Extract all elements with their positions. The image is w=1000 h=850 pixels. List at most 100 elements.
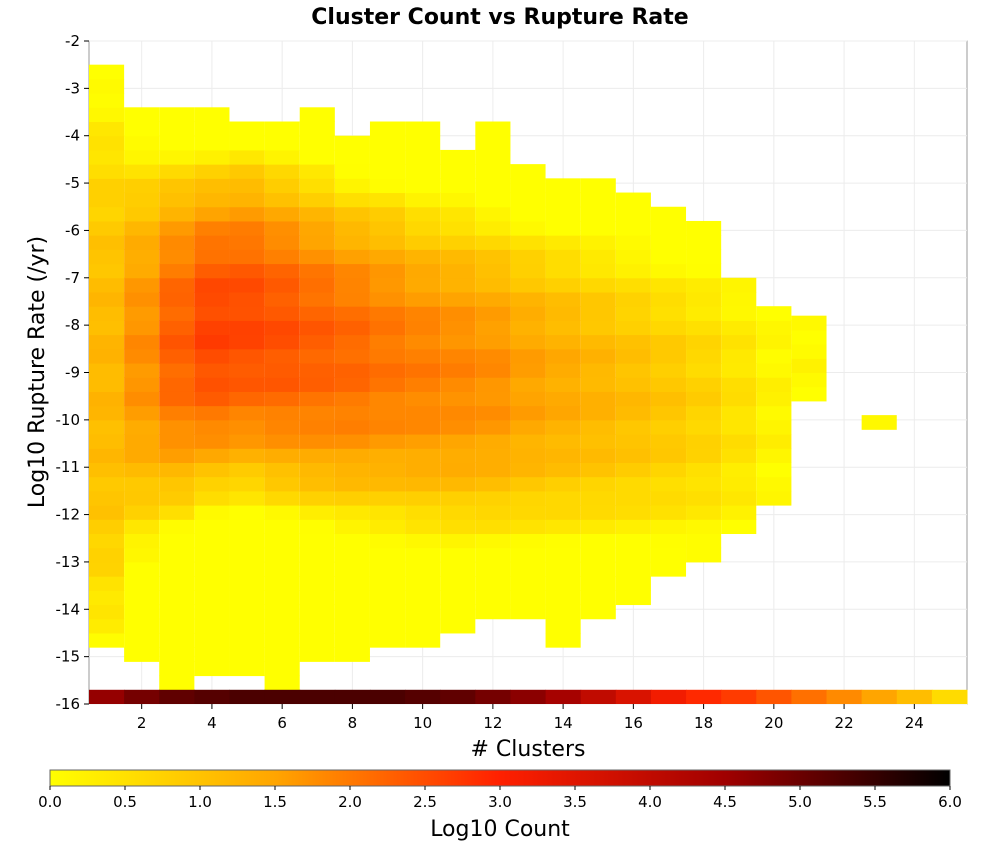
heatmap-cell xyxy=(264,661,300,677)
heatmap-cell xyxy=(580,249,616,265)
y-tick-label: -5 xyxy=(65,174,80,192)
heatmap-cell xyxy=(369,277,406,293)
heatmap-cell xyxy=(89,434,125,449)
heatmap-cell xyxy=(229,249,265,265)
heatmap-cell xyxy=(334,249,370,265)
heatmap-cell xyxy=(369,632,406,648)
heatmap-cell xyxy=(756,334,792,350)
heatmap-cell xyxy=(615,419,651,435)
heatmap-cell xyxy=(264,277,300,293)
heatmap-cell xyxy=(405,377,441,392)
heatmap-cell xyxy=(159,661,195,677)
heatmap-cell xyxy=(861,689,898,704)
heatmap-cell xyxy=(475,348,511,364)
heatmap-cell xyxy=(580,604,616,620)
heatmap-cell xyxy=(475,547,511,563)
heatmap-cell xyxy=(334,220,370,236)
heatmap-cell xyxy=(124,277,160,293)
heatmap-cell xyxy=(299,561,335,577)
heatmap-cell xyxy=(650,263,687,279)
heatmap-cell xyxy=(615,561,651,577)
heatmap-cell xyxy=(124,419,160,435)
heatmap-cell xyxy=(159,121,195,137)
heatmap-cell xyxy=(440,448,476,463)
heatmap-cell xyxy=(264,405,300,421)
heatmap-cell xyxy=(369,462,406,478)
heatmap-cell xyxy=(580,590,616,606)
heatmap-cell xyxy=(264,363,300,378)
heatmap-cell xyxy=(89,618,125,634)
heatmap-cell xyxy=(756,689,792,704)
heatmap-cell xyxy=(194,348,230,364)
heatmap-cell xyxy=(405,306,441,321)
heatmap-cell xyxy=(756,448,792,463)
heatmap-cell xyxy=(334,306,370,321)
colorbar-tick-label: 2.0 xyxy=(338,793,362,811)
heatmap-cell xyxy=(159,632,195,648)
x-tick-label: 4 xyxy=(207,714,217,732)
heatmap-cell xyxy=(334,206,370,222)
heatmap-cell xyxy=(369,291,406,307)
heatmap-cell xyxy=(650,220,687,236)
heatmap-cell xyxy=(580,263,616,279)
heatmap-cell xyxy=(545,490,581,506)
heatmap-cell xyxy=(334,334,370,350)
heatmap-cell xyxy=(791,386,827,402)
heatmap-cell xyxy=(580,235,616,250)
heatmap-cell xyxy=(159,576,195,591)
heatmap-cell xyxy=(440,164,476,179)
colorbar-tick-label: 0.0 xyxy=(38,793,62,811)
heatmap-cell xyxy=(405,121,441,137)
heatmap-cell xyxy=(686,220,722,236)
heatmap-cell xyxy=(405,561,441,577)
colorbar-tick-label: 4.5 xyxy=(713,793,737,811)
heatmap-cell xyxy=(510,590,546,606)
heatmap-cell xyxy=(124,192,160,208)
heatmap-cell xyxy=(405,235,441,250)
heatmap-cell xyxy=(475,178,511,194)
heatmap-cell xyxy=(159,206,195,222)
heatmap-cell xyxy=(686,306,722,321)
heatmap-cell xyxy=(615,249,651,265)
heatmap-cell xyxy=(545,618,581,634)
heatmap-cell xyxy=(510,348,546,364)
heatmap-cell xyxy=(89,632,125,648)
chart-title: Cluster Count vs Rupture Rate xyxy=(311,5,688,30)
heatmap-cell xyxy=(194,391,230,407)
heatmap-cell xyxy=(931,689,968,704)
heatmap-cell xyxy=(369,235,406,250)
heatmap-cell xyxy=(475,306,511,321)
x-tick-label: 20 xyxy=(764,714,783,732)
heatmap-cell xyxy=(440,604,476,620)
heatmap-cell xyxy=(510,391,546,407)
heatmap-cell xyxy=(756,348,792,364)
heatmap-cell xyxy=(615,206,651,222)
heatmap-cell xyxy=(89,135,125,151)
heatmap-cell xyxy=(299,363,335,378)
heatmap-cell xyxy=(334,561,370,577)
colorbar-tick-label: 0.5 xyxy=(113,793,137,811)
heatmap-cell xyxy=(159,405,195,421)
heatmap-cell xyxy=(89,78,125,94)
heatmap-cell xyxy=(334,277,370,293)
heatmap-cell xyxy=(721,419,757,435)
heatmap-cell xyxy=(580,334,616,350)
heatmap-cell xyxy=(334,618,370,634)
heatmap-cell xyxy=(686,391,722,407)
y-tick-label: -12 xyxy=(56,506,81,524)
heatmap-cell xyxy=(124,561,160,577)
heatmap-cell xyxy=(194,604,230,620)
heatmap-cell xyxy=(89,249,125,265)
heatmap-cell xyxy=(545,249,581,265)
heatmap-cell xyxy=(545,533,581,549)
heatmap-cell xyxy=(510,277,546,293)
heatmap-cell xyxy=(686,462,722,478)
heatmap-cell xyxy=(264,689,301,704)
heatmap-cell xyxy=(756,405,792,421)
heatmap-cell xyxy=(159,178,195,194)
heatmap-cell xyxy=(440,505,476,520)
heatmap-cell xyxy=(405,164,441,179)
heatmap-cell xyxy=(580,419,616,435)
heatmap-cell xyxy=(510,249,546,265)
heatmap-cell xyxy=(299,604,335,620)
